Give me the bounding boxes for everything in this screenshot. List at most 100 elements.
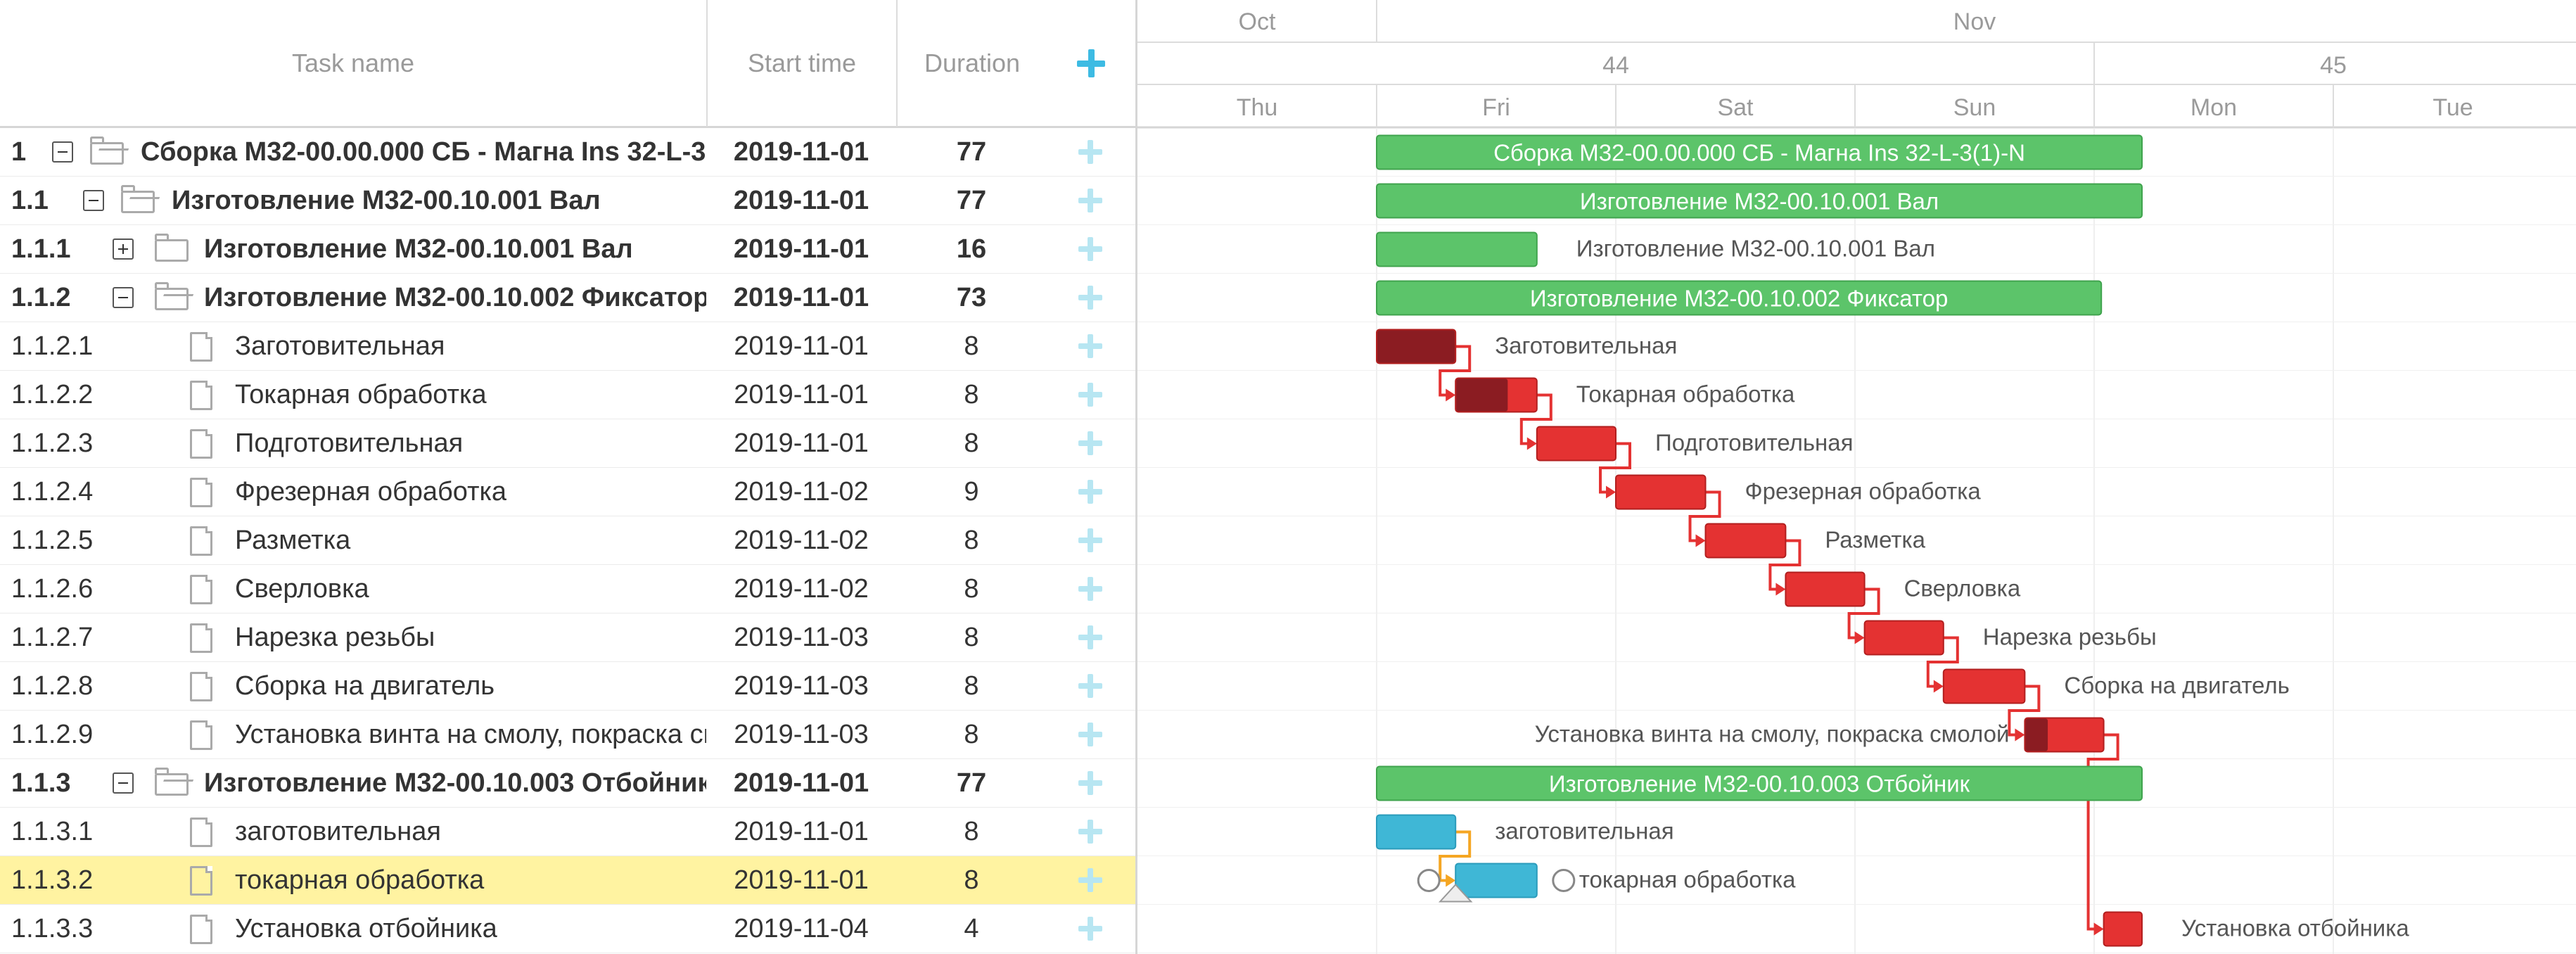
dependency-link[interactable] bbox=[1768, 539, 1802, 591]
task-bar[interactable] bbox=[1942, 668, 2026, 704]
table-row[interactable]: 1.1.3 Изготовление М32-00.10.003 Отбойник… bbox=[0, 759, 1135, 808]
task-name-cell[interactable]: Установка отбойника bbox=[235, 914, 497, 943]
task-name-cell[interactable]: Сборка М32-00.00.000 СБ - Магна Ins 32-L… bbox=[141, 137, 706, 167]
add-subtask-button[interactable] bbox=[1078, 868, 1102, 892]
progress-drag-handle-icon[interactable] bbox=[1438, 884, 1473, 903]
duration-cell[interactable]: 16 bbox=[956, 234, 987, 264]
dependency-link[interactable] bbox=[2008, 685, 2041, 737]
task-bar[interactable] bbox=[1376, 814, 1457, 850]
dependency-link[interactable] bbox=[1519, 393, 1552, 445]
dependency-link[interactable] bbox=[1847, 587, 1880, 640]
add-subtask-button[interactable] bbox=[1078, 528, 1102, 552]
duration-cell[interactable]: 77 bbox=[956, 186, 987, 215]
start-time-cell[interactable]: 2019-11-01 bbox=[734, 428, 869, 458]
task-name-cell[interactable]: Заготовительная bbox=[235, 331, 445, 361]
start-time-cell[interactable]: 2019-11-01 bbox=[733, 186, 869, 215]
start-time-cell[interactable]: 2019-11-01 bbox=[733, 137, 869, 167]
start-time-cell[interactable]: 2019-11-03 bbox=[734, 623, 869, 652]
duration-cell[interactable]: 8 bbox=[964, 865, 979, 895]
add-subtask-button[interactable] bbox=[1078, 189, 1102, 212]
task-bar[interactable] bbox=[1376, 183, 2143, 219]
duration-cell[interactable]: 8 bbox=[964, 428, 979, 458]
add-subtask-button[interactable] bbox=[1078, 723, 1102, 746]
task-name-cell[interactable]: Изготовление М32-00.10.001 Вал bbox=[204, 234, 633, 264]
task-bar[interactable] bbox=[1536, 426, 1617, 462]
duration-cell[interactable]: 73 bbox=[956, 283, 987, 312]
task-bar[interactable] bbox=[1376, 280, 2103, 316]
task-name-cell[interactable]: Сверловка bbox=[235, 574, 369, 604]
link-end-handle-icon[interactable] bbox=[1552, 869, 1576, 892]
table-row[interactable]: 1.1.2.7 Нарезка резьбы 2019-11-03 8 bbox=[0, 613, 1135, 662]
start-time-cell[interactable]: 2019-11-01 bbox=[733, 234, 869, 264]
add-subtask-button[interactable] bbox=[1078, 917, 1102, 941]
start-time-cell[interactable]: 2019-11-02 bbox=[734, 526, 869, 555]
collapse-toggle-icon[interactable] bbox=[113, 772, 134, 794]
add-subtask-button[interactable] bbox=[1078, 625, 1102, 649]
task-name-cell[interactable]: Изготовление М32-00.10.001 Вал bbox=[172, 186, 601, 215]
task-bar[interactable] bbox=[1376, 231, 1538, 267]
table-row[interactable]: 1.1.3.1 заготовительная 2019-11-01 8 bbox=[0, 808, 1135, 856]
table-row[interactable]: 1.1.2.1 Заготовительная 2019-11-01 8 bbox=[0, 322, 1135, 371]
add-subtask-button[interactable] bbox=[1078, 820, 1102, 844]
dependency-link[interactable] bbox=[1688, 490, 1721, 542]
duration-cell[interactable]: 4 bbox=[964, 914, 979, 943]
table-row[interactable]: 1.1.3.2 токарная обработка 2019-11-01 8 bbox=[0, 856, 1135, 905]
table-row[interactable]: 1.1.1 Изготовление М32-00.10.001 Вал 2019-… bbox=[0, 225, 1135, 274]
task-name-cell[interactable]: Изготовление М32-00.10.003 Отбойник bbox=[204, 768, 706, 798]
add-subtask-button[interactable] bbox=[1078, 431, 1102, 455]
task-bar[interactable] bbox=[1455, 863, 1538, 898]
task-bar[interactable] bbox=[1785, 571, 1866, 607]
table-row[interactable]: 1.1.2 Изготовление М32-00.10.002 Фиксатор… bbox=[0, 274, 1135, 322]
column-header-task-name[interactable]: Task name bbox=[0, 0, 708, 127]
table-row[interactable]: 1.1.2.5 Разметка 2019-11-02 8 bbox=[0, 516, 1135, 565]
column-header-start-time[interactable]: Start time bbox=[708, 0, 898, 127]
start-time-cell[interactable]: 2019-11-02 bbox=[734, 477, 869, 507]
duration-cell[interactable]: 8 bbox=[964, 671, 979, 701]
add-subtask-button[interactable] bbox=[1078, 771, 1102, 795]
task-bar[interactable] bbox=[1863, 620, 1944, 656]
add-subtask-button[interactable] bbox=[1078, 334, 1102, 358]
expand-toggle-icon[interactable] bbox=[113, 238, 134, 260]
duration-cell[interactable]: 8 bbox=[964, 526, 979, 555]
task-name-cell[interactable]: Сборка на двигатель bbox=[235, 671, 495, 701]
start-time-cell[interactable]: 2019-11-01 bbox=[734, 331, 869, 361]
add-subtask-button[interactable] bbox=[1078, 674, 1102, 698]
start-time-cell[interactable]: 2019-11-01 bbox=[734, 380, 869, 409]
duration-cell[interactable]: 8 bbox=[964, 817, 979, 846]
start-time-cell[interactable]: 2019-11-01 bbox=[734, 865, 869, 895]
link-start-handle-icon[interactable] bbox=[1417, 869, 1441, 892]
duration-cell[interactable]: 8 bbox=[964, 720, 979, 749]
table-row[interactable]: 1.1.2.4 Фрезерная обработка 2019-11-02 9 bbox=[0, 468, 1135, 516]
add-subtask-button[interactable] bbox=[1078, 383, 1102, 407]
add-subtask-button[interactable] bbox=[1078, 237, 1102, 261]
task-name-cell[interactable]: Установка винта на смолу, покраска смоло… bbox=[235, 720, 706, 749]
start-time-cell[interactable]: 2019-11-03 bbox=[734, 671, 869, 701]
task-name-cell[interactable]: Фрезерная обработка bbox=[235, 477, 507, 507]
start-time-cell[interactable]: 2019-11-01 bbox=[734, 817, 869, 846]
collapse-toggle-icon[interactable] bbox=[52, 141, 73, 163]
duration-cell[interactable]: 8 bbox=[964, 574, 979, 604]
table-row[interactable]: 1.1.2.9 Установка винта на смолу, покраск… bbox=[0, 711, 1135, 759]
duration-cell[interactable]: 9 bbox=[964, 477, 979, 507]
task-name-cell[interactable]: Нарезка резьбы bbox=[235, 623, 435, 652]
add-subtask-button[interactable] bbox=[1078, 577, 1102, 601]
add-subtask-button[interactable] bbox=[1078, 140, 1102, 164]
task-name-cell[interactable]: Разметка bbox=[235, 526, 351, 555]
task-bar[interactable] bbox=[1704, 523, 1787, 559]
duration-cell[interactable]: 77 bbox=[956, 137, 987, 167]
task-name-cell[interactable]: Подготовительная bbox=[235, 428, 464, 458]
task-name-cell[interactable]: Изготовление М32-00.10.002 Фиксатор bbox=[204, 283, 706, 312]
start-time-cell[interactable]: 2019-11-04 bbox=[734, 914, 869, 943]
duration-cell[interactable]: 8 bbox=[964, 380, 979, 409]
task-bar[interactable] bbox=[1376, 134, 2143, 170]
task-name-cell[interactable]: заготовительная bbox=[235, 817, 441, 846]
column-header-duration[interactable]: Duration bbox=[924, 49, 1021, 77]
table-row[interactable]: 1 Сборка М32-00.00.000 СБ - Магна Ins 32-… bbox=[0, 128, 1135, 177]
task-name-cell[interactable]: токарная обработка bbox=[235, 865, 485, 895]
task-bar[interactable] bbox=[1376, 765, 2143, 801]
table-row[interactable]: 1.1.2.8 Сборка на двигатель 2019-11-03 8 bbox=[0, 662, 1135, 711]
start-time-cell[interactable]: 2019-11-01 bbox=[733, 283, 869, 312]
collapse-toggle-icon[interactable] bbox=[83, 190, 104, 211]
dependency-link[interactable] bbox=[1926, 636, 1959, 688]
start-time-cell[interactable]: 2019-11-02 bbox=[734, 574, 869, 604]
